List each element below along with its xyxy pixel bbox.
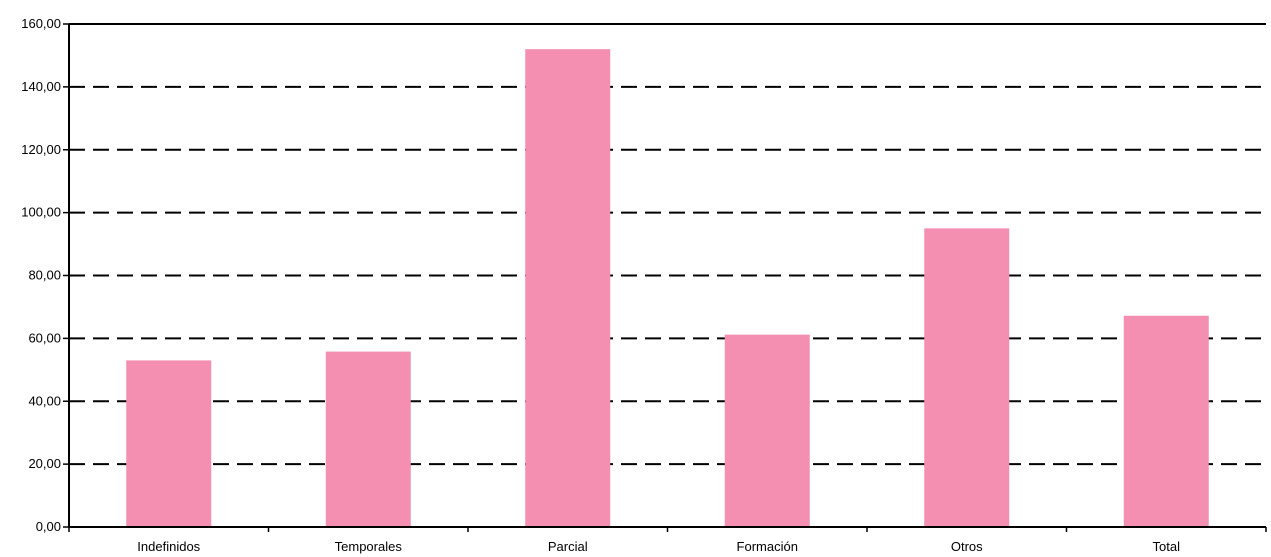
x-tick-label: Formación (737, 539, 798, 554)
y-tick-label: 60,00 (28, 330, 61, 345)
bar (325, 351, 411, 527)
y-tick-label: 40,00 (28, 393, 61, 408)
x-tick-label: Otros (951, 539, 983, 554)
x-tick-labels: Indefinidos Temporales Parcial Formación Otr… (137, 539, 1180, 554)
y-tick-label: 160,00 (21, 16, 61, 31)
y-tick-label: 0,00 (36, 519, 61, 534)
x-tick-label: Indefinidos (137, 539, 200, 554)
y-tick-label: 120,00 (21, 142, 61, 157)
y-tick-label: 140,00 (21, 79, 61, 94)
axes (63, 23, 1267, 532)
y-tick-label: 100,00 (21, 205, 61, 220)
y-tick-label: 20,00 (28, 456, 61, 471)
y-tick-labels: 0,00 20,00 40,00 60,00 80,00 100,00 120,00 140,… (21, 16, 61, 534)
grid-lines (69, 85, 1266, 466)
x-tick-label: Total (1153, 539, 1181, 554)
bar (1123, 315, 1209, 527)
y-tick-label: 80,00 (28, 268, 61, 283)
bar (525, 49, 611, 528)
bar (126, 360, 212, 527)
x-tick-label: Parcial (548, 539, 588, 554)
bar (924, 228, 1010, 527)
x-tick-label: Temporales (335, 539, 403, 554)
bars (126, 49, 1209, 528)
bar (724, 334, 810, 527)
